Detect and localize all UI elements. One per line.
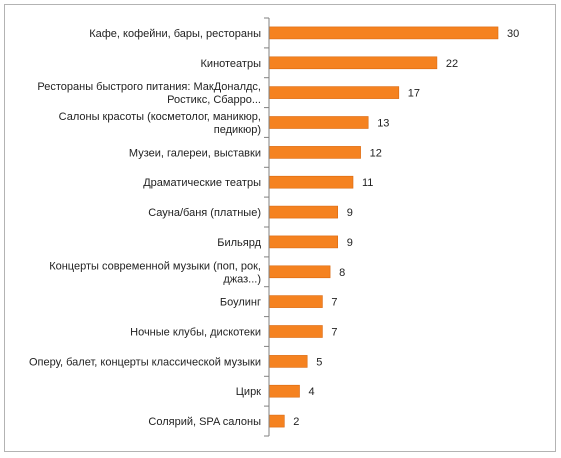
bar-2 xyxy=(268,86,400,99)
category-label-2-line-0: Рестораны быстрого питания: МакДоналдс, xyxy=(37,81,261,93)
chart-frame xyxy=(4,4,556,452)
category-label-9: Боулинг xyxy=(220,297,261,309)
value-label-4: 12 xyxy=(370,147,382,159)
bar-5 xyxy=(268,175,354,189)
value-label-5: 11 xyxy=(362,177,373,189)
value-label-7: 9 xyxy=(347,237,353,249)
category-label-11: Оперу, балет, концерты классической музы… xyxy=(29,356,261,368)
bar-8 xyxy=(268,265,331,279)
value-label-2: 17 xyxy=(408,88,420,100)
value-label-12: 4 xyxy=(309,386,315,398)
category-label-0: Кафе, кофейни, бары, рестораны xyxy=(89,28,261,40)
category-label-10: Ночные клубы, дискотеки xyxy=(130,327,261,339)
category-label-6: Сауна/баня (платные) xyxy=(148,207,261,219)
bar-13 xyxy=(268,414,285,428)
value-label-3: 13 xyxy=(377,118,389,130)
value-label-8: 8 xyxy=(339,267,345,279)
category-label-7: Бильярд xyxy=(217,237,261,249)
value-label-9: 7 xyxy=(331,297,337,309)
bar-0 xyxy=(268,26,499,40)
value-label-11: 5 xyxy=(316,356,322,368)
category-label-8-line-1: джаз...) xyxy=(223,273,261,285)
category-label-3-line-0: Салоны красоты (косметолог, маникюр, xyxy=(59,111,261,123)
value-label-1: 22 xyxy=(446,58,458,70)
bar-6 xyxy=(268,205,338,219)
category-label-4: Музеи, галереи, выставки xyxy=(129,147,261,159)
bar-11 xyxy=(268,355,308,368)
bar-9 xyxy=(268,295,323,308)
category-label-13: Солярий, SPA салоны xyxy=(148,416,261,428)
bar-10 xyxy=(268,325,323,338)
bar-1 xyxy=(268,56,438,70)
category-label-3-line-1: педикюр) xyxy=(214,124,261,136)
bar-3 xyxy=(268,116,369,129)
category-label-2-line-1: Ростикс, Сбарро... xyxy=(167,94,261,106)
category-label-1: Кинотеатры xyxy=(201,58,262,70)
value-label-13: 2 xyxy=(293,416,299,428)
value-label-10: 7 xyxy=(331,327,337,339)
bar-12 xyxy=(268,384,300,398)
bar-7 xyxy=(268,235,338,249)
category-label-5: Драматические театры xyxy=(143,177,261,189)
value-label-6: 9 xyxy=(347,207,353,219)
value-label-0: 30 xyxy=(507,28,519,40)
category-label-8-line-0: Концерты современной музыки (поп, рок, xyxy=(49,260,261,272)
category-label-12: Цирк xyxy=(236,386,261,398)
bar-4 xyxy=(268,146,361,159)
